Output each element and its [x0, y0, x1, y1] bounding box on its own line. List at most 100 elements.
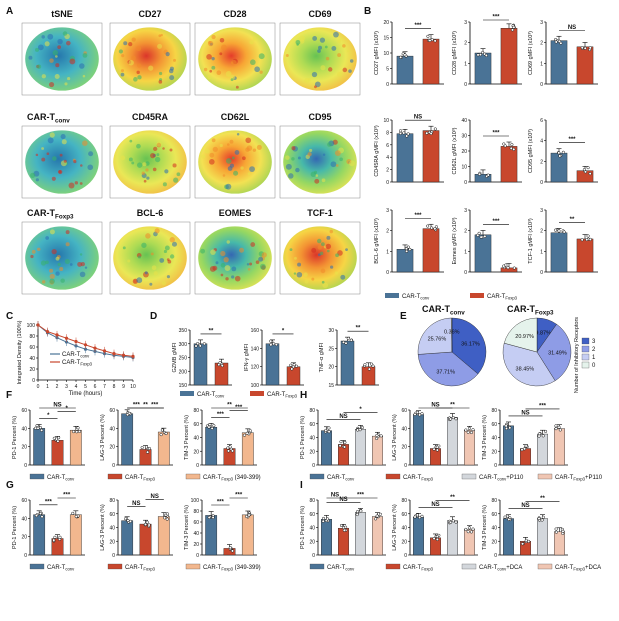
sig-label: ***: [45, 499, 53, 505]
data-point: [467, 426, 471, 430]
tsne-point: [321, 178, 326, 183]
panel-letter-D: D: [150, 311, 157, 322]
y-tick-label: 60: [491, 422, 497, 428]
legend-label: CAR-TFoxp3: [62, 360, 93, 367]
tsne-point: [148, 65, 154, 71]
tsne-point: [223, 256, 229, 263]
legend-title: Number of Inhibitory Receptors: [574, 317, 580, 393]
y-tick-label: 120: [251, 365, 260, 371]
bar: [576, 46, 594, 85]
tsne-point: [141, 242, 147, 248]
tsne-point: [307, 152, 312, 157]
data-point: [449, 417, 453, 421]
data-point: [71, 511, 75, 515]
tsne-map: CD62L: [194, 112, 276, 199]
sig-label: ***: [492, 219, 500, 225]
data-point: [435, 448, 439, 452]
y-tick-label: 2: [386, 168, 389, 174]
data-point: [486, 173, 490, 177]
bar: [396, 133, 414, 183]
legend-label: CAR-Tconv: [62, 352, 90, 359]
bar: [576, 238, 594, 273]
data-point: [408, 247, 412, 251]
tsne-point: [299, 39, 305, 44]
tsne-point: [295, 39, 301, 45]
y-tick-label: 60: [109, 512, 115, 518]
y-tick-label: 4: [540, 139, 543, 145]
tsne-point: [310, 171, 317, 178]
y-tick-label: 0: [196, 553, 199, 559]
tsne-point: [145, 168, 149, 172]
tsne-point: [317, 245, 323, 250]
tsne-title: BCL-6: [137, 208, 164, 218]
sig-label: ***: [151, 403, 159, 409]
y-tick-label: 2: [540, 229, 543, 235]
pie-title: CAR-TFoxp3: [507, 304, 554, 316]
slice-label: 20.97%: [515, 334, 534, 340]
tsne-point: [122, 246, 126, 250]
data-point: [72, 430, 76, 434]
tsne-point: [246, 145, 253, 151]
y-tick-label: 80: [309, 408, 315, 414]
y-tick-label: 3: [540, 20, 543, 26]
pie-slice: [451, 317, 453, 353]
tsne-point: [330, 161, 337, 168]
y-tick-label: 0: [312, 463, 315, 469]
data-point: [520, 448, 524, 452]
tsne-point: [168, 68, 174, 74]
tsne-point: [207, 75, 212, 80]
data-point: [343, 445, 347, 449]
data-point: [426, 34, 430, 38]
y-axis-label: PD-1 Percent (%): [300, 416, 306, 459]
data-point: [52, 538, 56, 542]
tsne-point: [61, 139, 67, 145]
tsne-frame: [279, 221, 361, 295]
tsne-point: [317, 49, 321, 53]
tsne-point: [166, 258, 170, 262]
bar: [554, 428, 565, 466]
y-axis-label: PD-1 Percent (%): [12, 416, 18, 459]
tsne-point: [201, 154, 206, 159]
tsne-point: [165, 52, 170, 57]
legend-label: CAR-TFoxp3: [125, 475, 156, 482]
y-tick-label: 100: [27, 323, 36, 329]
tsne-point: [59, 267, 64, 271]
y-tick-label: 25: [328, 346, 334, 352]
data-point: [144, 522, 148, 526]
tsne-point: [212, 146, 218, 152]
tsne-point: [320, 65, 326, 71]
x-tick-label: 10: [130, 384, 136, 390]
x-tick-label: 4: [75, 384, 78, 390]
legend-swatch: [185, 563, 201, 570]
sig-label: **: [540, 496, 545, 502]
tsne-point: [37, 44, 44, 51]
slice-label: 31.49%: [548, 351, 567, 357]
tsne-point: [233, 170, 239, 176]
pie-chart: CAR-TFoxp3 9.87% 31.49% 38.45% 20.97%: [502, 304, 572, 387]
tsne-point: [311, 247, 317, 253]
tsne-point: [150, 252, 154, 256]
legend-swatch: [309, 563, 325, 570]
legend-swatch: [385, 473, 401, 480]
tsne-map: TCF-1: [279, 208, 361, 295]
y-tick-label: 1: [464, 249, 467, 255]
data-point: [413, 515, 417, 519]
bar-chart: 150 200 250 300 350 GZMB gMFI **: [172, 328, 232, 389]
tsne-point: [258, 53, 265, 60]
tsne-point: [49, 58, 54, 63]
y-tick-label: 10: [383, 51, 389, 57]
y-tick-label: 60: [21, 408, 27, 414]
sig-label: **: [570, 217, 575, 223]
data-point: [370, 362, 374, 366]
bar: [550, 40, 568, 85]
tsne-point: [120, 69, 124, 73]
data-point: [540, 518, 544, 522]
y-tick-label: 100: [191, 498, 200, 504]
data-point: [248, 429, 252, 433]
data-point: [433, 127, 437, 131]
data-point: [435, 445, 439, 449]
tsne-point: [312, 36, 318, 41]
